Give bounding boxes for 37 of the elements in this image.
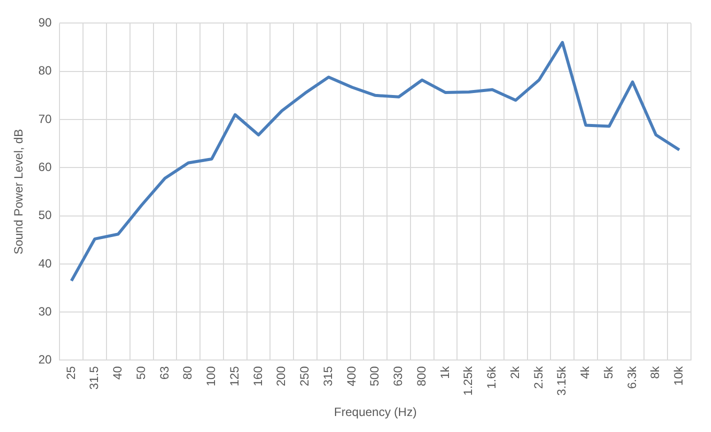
y-tick-label: 80 — [38, 64, 52, 78]
y-tick-label: 50 — [38, 208, 52, 222]
x-tick-label: 4k — [578, 365, 592, 379]
x-tick-label: 2.5k — [531, 365, 546, 389]
x-tick-label: 6.3k — [624, 365, 639, 389]
x-tick-label: 250 — [298, 366, 312, 386]
x-tick-label: 160 — [250, 366, 265, 386]
x-axis-title: Frequency (Hz) — [334, 405, 417, 420]
y-tick-label: 70 — [38, 112, 52, 126]
x-tick-label: 80 — [180, 366, 195, 380]
y-tick-label: 90 — [38, 16, 52, 30]
y-tick-label: 60 — [38, 160, 52, 174]
x-tick-label: 8k — [648, 365, 662, 379]
x-tick-label: 63 — [157, 366, 172, 380]
x-tick-label: 125 — [227, 366, 242, 386]
x-tick-label: 100 — [204, 366, 218, 386]
x-tick-label: 800 — [414, 366, 428, 386]
x-tick-label: 400 — [344, 366, 358, 386]
x-tick-label: 25 — [64, 366, 78, 380]
x-tick-label: 500 — [368, 366, 382, 386]
y-tick-label: 20 — [38, 352, 52, 367]
y-axis-title: Sound Power Level, dB — [12, 129, 26, 254]
y-tick-label: 40 — [38, 256, 52, 270]
x-tick-label: 1.6k — [484, 365, 499, 389]
x-tick-label: 1k — [438, 365, 452, 379]
x-tick-label: 2k — [508, 365, 522, 379]
x-tick-label: 40 — [110, 366, 125, 380]
x-tick-label: 5k — [601, 365, 616, 379]
x-tick-label: 31.5 — [87, 366, 102, 390]
x-tick-label: 200 — [274, 366, 288, 386]
y-tick-label: 30 — [38, 304, 52, 318]
x-tick-label: 630 — [391, 366, 406, 386]
x-tick-label: 315 — [320, 366, 335, 386]
x-tick-label: 3.15k — [554, 365, 569, 396]
x-tick-label: 50 — [134, 366, 148, 380]
x-tick-label: 1.25k — [461, 365, 476, 396]
x-tick-label: 10k — [672, 365, 686, 386]
